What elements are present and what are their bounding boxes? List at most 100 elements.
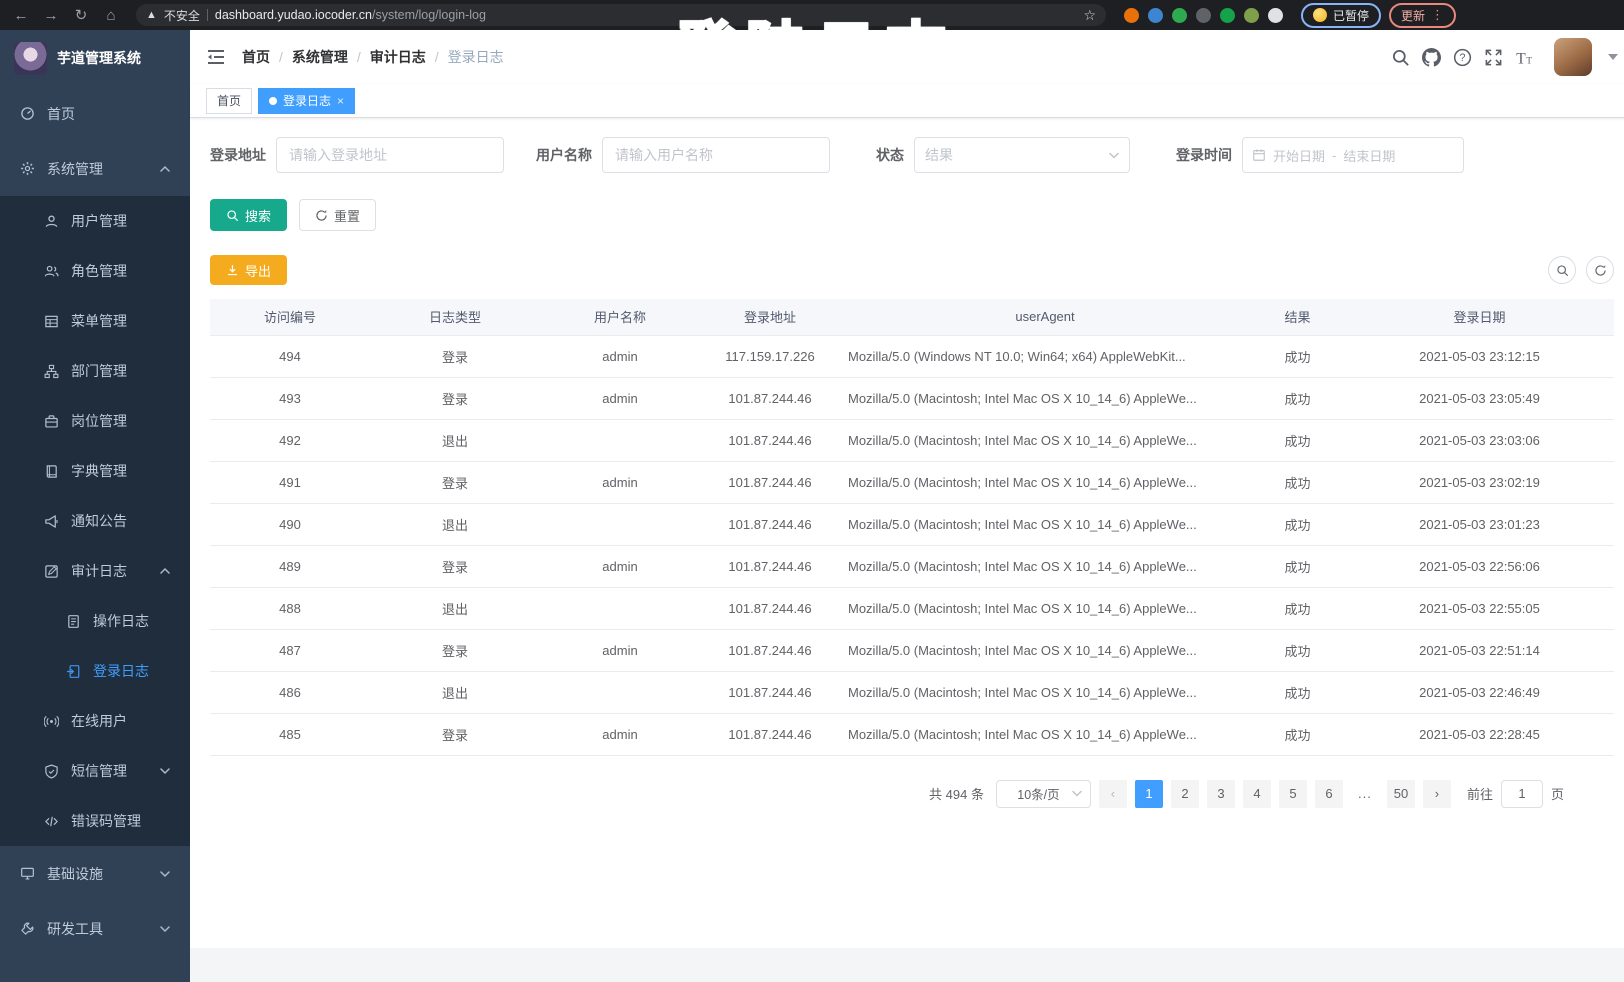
sidebar-item-1[interactable]: 系统管理 (0, 141, 190, 196)
dict-icon (44, 464, 59, 479)
export-button[interactable]: 导出 (210, 255, 288, 285)
cell-7-2: admin (540, 629, 700, 672)
breadcrumb-item-0[interactable]: 首页 (242, 49, 270, 65)
page-button-5[interactable]: 5 (1278, 779, 1307, 808)
sidebar-item-0[interactable]: 首页 (0, 86, 190, 141)
table-row-5[interactable]: 489 登录 admin 101.87.244.46 Mozilla/5.0 (Maci… (210, 545, 1614, 588)
filter-label-address: 登录地址 (210, 147, 266, 163)
sidebar-logo[interactable]: 芋道管理系统 (0, 30, 190, 86)
hamburger-icon[interactable] (206, 47, 226, 67)
help-icon[interactable] (1453, 48, 1472, 67)
sidebar-item-13[interactable]: 短信管理 (0, 746, 190, 796)
avatar-caret-down-icon[interactable] (1608, 54, 1618, 60)
login-address-input[interactable] (276, 137, 504, 173)
table-row-9[interactable]: 485 登录 admin 101.87.244.46 Mozilla/5.0 (Maci… (210, 713, 1614, 756)
browser-forward-icon[interactable]: → (43, 6, 59, 24)
username-input[interactable] (602, 137, 830, 173)
sidebar-item-3[interactable]: 角色管理 (0, 246, 190, 296)
table-row-2[interactable]: 492 退出 101.87.244.46 Mozilla/5.0 (Macintosh… (210, 419, 1614, 462)
sidebar-item-9[interactable]: 审计日志 (0, 546, 190, 596)
next-page-button[interactable]: › (1422, 779, 1451, 808)
browser-extension-icon-4[interactable] (1196, 7, 1211, 23)
table-row-7[interactable]: 487 登录 admin 101.87.244.46 Mozilla/5.0 (Maci… (210, 629, 1614, 672)
sidebar-item-8[interactable]: 通知公告 (0, 496, 190, 546)
browser-reload-icon[interactable]: ↻ (74, 6, 88, 24)
tag-0[interactable]: 首页 (206, 87, 253, 114)
user-avatar[interactable] (1554, 38, 1592, 76)
cell-5-2: admin (540, 545, 700, 588)
github-icon[interactable] (1422, 48, 1441, 67)
search-icon (226, 209, 239, 222)
online-user-icon (44, 714, 59, 729)
table-toolbar: 导出 (210, 255, 1614, 285)
page-size-select[interactable]: 10条/页 (995, 779, 1091, 808)
header-search-icon[interactable] (1391, 48, 1410, 67)
sidebar-item-15[interactable]: 基础设施 (0, 846, 190, 901)
font-size-icon[interactable] (1515, 48, 1534, 67)
sidebar-item-12[interactable]: 在线用户 (0, 696, 190, 746)
address-bar[interactable]: ▲ 不安全 dashboard.yudao.iocoder.cn/system/… (136, 4, 1106, 26)
browser-extension-icon-3[interactable] (1172, 7, 1187, 23)
dept-icon (44, 364, 59, 379)
browser-extension-icon-6[interactable] (1244, 7, 1259, 23)
cell-4-2 (540, 503, 700, 546)
table-row-3[interactable]: 491 登录 admin 101.87.244.46 Mozilla/5.0 (Maci… (210, 461, 1614, 504)
refresh-table-button[interactable] (1586, 256, 1614, 284)
sidebar-item-4[interactable]: 菜单管理 (0, 296, 190, 346)
update-button[interactable]: 更新 ⋮ (1389, 2, 1457, 28)
page-button-50[interactable]: 50 (1386, 779, 1415, 808)
cell-2-5: 成功 (1250, 419, 1345, 462)
page-button-6[interactable]: 6 (1314, 779, 1343, 808)
logo-title: 芋道管理系统 (57, 50, 141, 66)
breadcrumb-item-2[interactable]: 审计日志 (369, 49, 426, 65)
sidebar-item-label: 操作日志 (93, 613, 149, 629)
sidebar-item-16[interactable]: 研发工具 (0, 901, 190, 956)
toggle-search-button[interactable] (1548, 256, 1576, 284)
fullscreen-icon[interactable] (1484, 48, 1503, 67)
table-row-4[interactable]: 490 退出 101.87.244.46 Mozilla/5.0 (Macintosh… (210, 503, 1614, 546)
sidebar-item-11[interactable]: 登录日志 (0, 646, 190, 696)
browser-extension-icon-5[interactable] (1220, 7, 1235, 23)
bookmark-star-icon[interactable]: ☆ (1083, 6, 1096, 23)
tag-close-icon[interactable]: × (337, 93, 345, 108)
browser-back-icon[interactable]: ← (13, 6, 29, 24)
sidebar-item-14[interactable]: 错误码管理 (0, 796, 190, 846)
browser-home-icon[interactable]: ⌂ (106, 6, 116, 24)
table-row-8[interactable]: 486 退出 101.87.244.46 Mozilla/5.0 (Macintosh… (210, 671, 1614, 714)
browser-extension-icon-2[interactable] (1148, 7, 1163, 23)
sidebar-item-label: 系统管理 (47, 160, 103, 177)
browser-chrome: ← → ↻ ⌂ ▲ 不安全 dashboard.yudao.iocoder.cn… (0, 0, 1624, 30)
paused-badge[interactable]: 已暂停 (1301, 2, 1382, 28)
table-row-0[interactable]: 494 登录 admin 117.159.17.226 Mozilla/5.0 (Win… (210, 335, 1614, 378)
sidebar-item-7[interactable]: 字典管理 (0, 446, 190, 496)
login-time-daterange[interactable]: 开始日期 - 结束日期 (1242, 137, 1464, 173)
goto-page-input[interactable] (1500, 779, 1543, 808)
page-button-1[interactable]: 1 (1134, 779, 1163, 808)
page-button-3[interactable]: 3 (1206, 779, 1235, 808)
prev-page-button[interactable]: ‹ (1098, 779, 1127, 808)
cell-2-1: 退出 (370, 419, 540, 462)
browser-menu-icon[interactable]: ⋮ (1431, 7, 1445, 22)
post-icon (44, 414, 59, 429)
sidebar-item-5[interactable]: 部门管理 (0, 346, 190, 396)
page-button-4[interactable]: 4 (1242, 779, 1271, 808)
sidebar-item-10[interactable]: 操作日志 (0, 596, 190, 646)
emoji-icon (1313, 8, 1327, 22)
browser-extension-icon-7[interactable] (1268, 7, 1283, 23)
cell-0-0: 494 (210, 335, 370, 378)
search-button[interactable]: 搜索 (210, 199, 288, 231)
login-log-icon (66, 664, 81, 679)
url-path: /system/log/login-log (371, 8, 486, 22)
status-select[interactable]: 结果 (914, 137, 1130, 173)
table-row-1[interactable]: 493 登录 admin 101.87.244.46 Mozilla/5.0 (Maci… (210, 377, 1614, 420)
reset-button[interactable]: 重置 (299, 199, 377, 231)
breadcrumb-item-1[interactable]: 系统管理 (291, 49, 348, 65)
sidebar-item-label: 菜单管理 (71, 313, 127, 329)
table-row-6[interactable]: 488 退出 101.87.244.46 Mozilla/5.0 (Macintosh… (210, 587, 1614, 630)
cell-7-4: Mozilla/5.0 (Macintosh; Intel Mac OS X 1… (840, 629, 1250, 672)
sidebar-item-2[interactable]: 用户管理 (0, 196, 190, 246)
sidebar-item-6[interactable]: 岗位管理 (0, 396, 190, 446)
browser-extension-icon-1[interactable] (1124, 7, 1139, 23)
page-button-2[interactable]: 2 (1170, 779, 1199, 808)
tag-1[interactable]: 登录日志 × (258, 87, 356, 114)
